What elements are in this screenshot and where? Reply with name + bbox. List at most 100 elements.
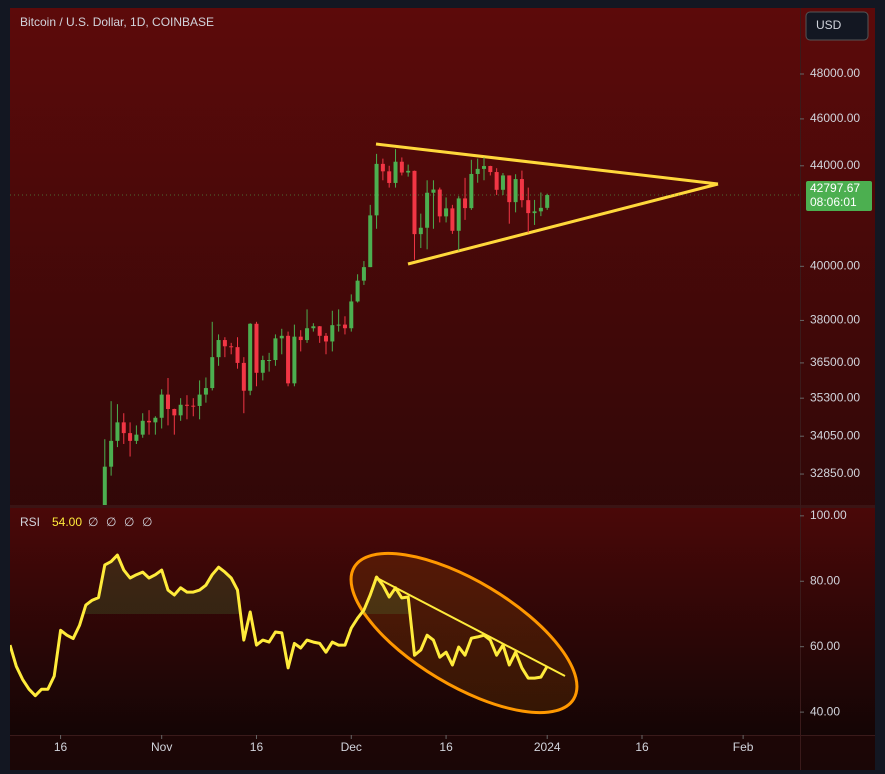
x-tick-label: Nov — [151, 740, 172, 754]
candle-body — [431, 189, 436, 193]
y-tick-label: 80.00 — [810, 573, 840, 587]
candle-body — [305, 328, 310, 341]
trend-line — [375, 142, 719, 186]
price-pane — [102, 142, 719, 505]
indicator-placeholder: ∅ — [124, 515, 134, 529]
candle-body — [425, 192, 430, 228]
candle-body — [538, 207, 543, 212]
y-tick-label: 60.00 — [810, 639, 840, 653]
candle-body — [324, 335, 328, 342]
candle-body — [292, 336, 297, 384]
candle-body — [203, 388, 208, 395]
y-tick-label: 40.00 — [810, 704, 840, 718]
last-price-tag — [806, 181, 872, 212]
y-tick-label: 38000.00 — [810, 313, 860, 327]
candle-body — [248, 323, 253, 391]
x-tick-label: 16 — [439, 740, 453, 754]
indicator-value: 54.00 — [52, 515, 82, 529]
candle-body — [115, 422, 120, 441]
candle-body — [260, 360, 265, 373]
candle-body — [222, 340, 227, 347]
y-tick-label: 34050.00 — [810, 428, 860, 442]
x-tick-label: 16 — [250, 740, 264, 754]
candle-body — [545, 195, 550, 208]
candle-body — [159, 394, 164, 418]
trend-line — [407, 182, 719, 266]
candle-body — [532, 211, 537, 214]
candle-body — [102, 466, 107, 505]
candle-body — [469, 173, 474, 209]
candle-body — [178, 404, 183, 416]
candle-body — [450, 208, 455, 231]
candle-body — [456, 198, 461, 231]
candle-body — [355, 280, 360, 302]
indicator-name: RSI — [20, 515, 40, 529]
indicator-placeholders: ∅ ∅ ∅ ∅ — [88, 515, 152, 529]
y-tick-label: 32850.00 — [810, 466, 860, 480]
candle-body — [418, 227, 423, 235]
candle-body — [241, 362, 246, 391]
indicator-placeholder: ∅ — [88, 515, 98, 529]
candle-body — [267, 360, 272, 362]
candle-body — [109, 440, 114, 467]
last-price-label: 42797.67 — [810, 181, 860, 195]
candle-body — [406, 170, 411, 173]
y-tick-label: 46000.00 — [810, 111, 860, 125]
candle-body — [216, 340, 221, 358]
candle-body — [475, 168, 480, 174]
candle-body — [437, 189, 442, 217]
candle-body — [336, 324, 341, 326]
y-tick-label: 44000.00 — [810, 158, 860, 172]
y-tick-label: 36500.00 — [810, 355, 860, 369]
rsi-background — [10, 508, 875, 735]
x-tick-label: 16 — [635, 740, 649, 754]
candle-body — [342, 324, 347, 329]
x-tick-label: 16 — [54, 740, 68, 754]
candle-body — [172, 408, 177, 416]
candle-body — [361, 267, 366, 281]
candle-body — [463, 198, 468, 209]
indicator-placeholder: ∅ — [106, 515, 116, 529]
chart-title: Bitcoin / U.S. Dollar, 1D, COINBASE — [20, 15, 214, 29]
x-tick-label: 2024 — [534, 740, 561, 754]
countdown-label: 08:06:01 — [810, 195, 857, 209]
trend-line — [374, 576, 566, 677]
overbought-fill — [83, 555, 411, 614]
candle-body — [412, 170, 417, 235]
candle-body — [286, 335, 291, 384]
candle-body — [349, 301, 354, 329]
candle-body — [128, 433, 133, 441]
candle-body — [166, 394, 170, 409]
candle-body — [519, 179, 524, 201]
candle-body — [210, 357, 215, 389]
candle-body — [121, 422, 126, 434]
currency-label[interactable]: USD — [816, 18, 842, 32]
y-tick-label: 100.00 — [810, 508, 847, 522]
candle-body — [311, 326, 316, 329]
candle-body — [526, 200, 531, 214]
currency-button[interactable] — [805, 11, 869, 41]
candle-body — [235, 347, 240, 363]
candle-body — [229, 346, 234, 348]
candle-body — [513, 179, 518, 203]
candle-body — [330, 325, 335, 342]
candle-body — [134, 434, 139, 441]
candle-body — [488, 166, 493, 173]
candle-body — [153, 417, 158, 423]
candle-body — [387, 171, 392, 183]
candle-body — [494, 172, 499, 190]
y-tick-label: 48000.00 — [810, 66, 860, 80]
candle-body — [380, 163, 385, 172]
y-tick-label: 40000.00 — [810, 258, 860, 272]
candle-body — [374, 163, 379, 216]
candle-body — [368, 215, 373, 268]
indicator-placeholder: ∅ — [142, 515, 152, 529]
candle-body — [507, 175, 512, 203]
candle-body — [393, 161, 398, 183]
candle-body — [191, 405, 196, 407]
candle-body — [399, 161, 404, 173]
candle-body — [500, 175, 505, 190]
candle-body — [254, 323, 259, 373]
candle-body — [444, 208, 449, 217]
